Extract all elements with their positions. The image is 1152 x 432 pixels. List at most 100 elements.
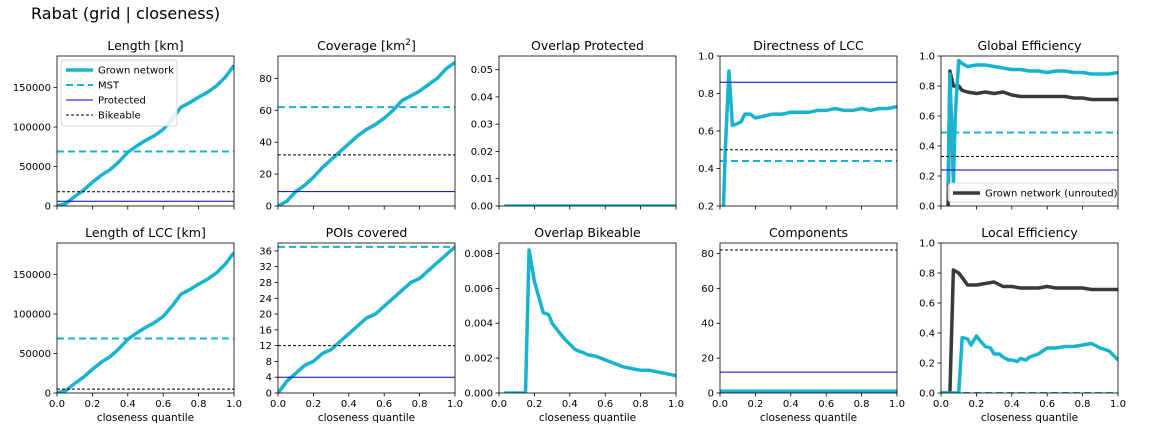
y-tick-label: 0 bbox=[266, 389, 272, 400]
panel-title: Length [km] bbox=[107, 38, 183, 53]
axes-frame bbox=[940, 242, 1119, 394]
y-tick-label: 16 bbox=[259, 325, 272, 336]
x-tick-label: 0.2 bbox=[84, 399, 100, 410]
y-tick-label: 0.0 bbox=[919, 389, 935, 400]
series-grown-line bbox=[721, 69, 897, 206]
y-tick-label: 0.2 bbox=[698, 202, 714, 213]
x-tick-label: 0.6 bbox=[818, 399, 834, 410]
x-tick-label: 0.6 bbox=[376, 399, 392, 410]
legend-label: Bikeable bbox=[98, 111, 141, 122]
chart-panel-5: Length of LCC [km] 0 50000 100000 150000 0.0 0… bbox=[13, 225, 242, 424]
y-tick-label: 0.02 bbox=[471, 147, 493, 158]
y-tick-label: 40 bbox=[259, 138, 272, 149]
series-grown-line bbox=[278, 245, 455, 393]
axes-frame bbox=[719, 242, 898, 394]
y-tick-label: 40 bbox=[701, 319, 714, 330]
chart-panel-6: POIs covered 0 4 8 12 16 20 24 28 32 36 0.0 0.2 0.4 0.… bbox=[259, 225, 463, 424]
y-tick-label: 24 bbox=[259, 294, 272, 305]
legend: Grown network MST Protected Bikeable bbox=[60, 59, 178, 127]
series-grown-line bbox=[941, 334, 1118, 393]
x-tick-label: 0.8 bbox=[854, 399, 870, 410]
chart-panel-3: Directness of LCC 0.2 0.4 0.6 0.8 1.0 bbox=[698, 38, 898, 213]
legend-label: Grown network (unrouted) bbox=[985, 189, 1118, 200]
y-tick-label: 150000 bbox=[13, 270, 51, 281]
y-tick-label: 0.6 bbox=[919, 112, 935, 123]
series-unrouted-line bbox=[946, 69, 1118, 206]
x-tick-label: 1.0 bbox=[447, 399, 463, 410]
x-tick-label: 0.2 bbox=[747, 399, 763, 410]
x-tick-label: 0.8 bbox=[191, 399, 207, 410]
axes-frame bbox=[277, 55, 456, 207]
legend-label: Protected bbox=[98, 96, 146, 107]
y-tick-label: 20 bbox=[701, 354, 714, 365]
y-tick-label: 0.0 bbox=[919, 202, 935, 213]
x-tick-label: 1.0 bbox=[668, 399, 684, 410]
y-tick-label: 0.05 bbox=[471, 65, 493, 76]
panel-title: Length of LCC [km] bbox=[85, 225, 206, 240]
y-tick-label: 0.002 bbox=[464, 354, 493, 365]
y-tick-label: 100000 bbox=[13, 310, 51, 321]
series-grown-line bbox=[278, 60, 455, 206]
series-grown-line bbox=[504, 248, 676, 393]
x-tick-label: 0.8 bbox=[633, 399, 649, 410]
axes-frame bbox=[56, 55, 235, 207]
y-tick-label: 0.004 bbox=[464, 319, 493, 330]
x-tick-label: 0.8 bbox=[1075, 399, 1091, 410]
x-tick-label: 0.0 bbox=[933, 399, 949, 410]
y-tick-label: 0.01 bbox=[471, 174, 493, 185]
y-tick-label: 20 bbox=[259, 170, 272, 181]
y-tick-label: 0 bbox=[266, 202, 272, 213]
y-tick-label: 20 bbox=[259, 310, 272, 321]
y-tick-label: 0.2 bbox=[919, 359, 935, 370]
x-tick-label: 1.0 bbox=[1110, 399, 1126, 410]
axes-frame bbox=[277, 242, 456, 394]
y-tick-label: 8 bbox=[266, 357, 272, 368]
x-axis-label: closeness quantile bbox=[981, 412, 1078, 424]
chart-panel-7: Overlap Bikeable0.0000.0020.0040.0060.00… bbox=[464, 225, 684, 424]
y-tick-label: 0.04 bbox=[471, 92, 493, 103]
x-tick-label: 0.4 bbox=[120, 399, 136, 410]
x-tick-label: 0.0 bbox=[49, 399, 65, 410]
y-tick-label: 150000 bbox=[13, 83, 51, 94]
y-tick-label: 0.4 bbox=[698, 164, 714, 175]
y-tick-label: 50000 bbox=[19, 162, 51, 173]
legend-box bbox=[60, 59, 178, 127]
x-tick-label: 0.2 bbox=[305, 399, 321, 410]
axes-frame bbox=[719, 55, 898, 207]
series-grown-line bbox=[57, 64, 234, 206]
x-axis-label: closeness quantile bbox=[97, 412, 194, 424]
x-tick-label: 0.4 bbox=[341, 399, 357, 410]
chart-panel-1: Coverage [km2] 0 20 40 60 80 bbox=[259, 38, 456, 213]
panel-title: Directness of LCC bbox=[753, 38, 864, 53]
axes-frame bbox=[56, 242, 235, 394]
y-tick-label: 0.4 bbox=[919, 142, 935, 153]
x-axis-label: closeness quantile bbox=[539, 412, 636, 424]
x-tick-label: 0.0 bbox=[491, 399, 507, 410]
y-tick-label: 0.4 bbox=[919, 329, 935, 340]
panel-title: POIs covered bbox=[326, 225, 408, 240]
x-tick-label: 0.6 bbox=[1039, 399, 1055, 410]
y-tick-label: 0.8 bbox=[919, 82, 935, 93]
chart-panel-9: Local Efficiency 0.0 0.2 0.4 0.6 0.8 1.0 0.0 0.2… bbox=[919, 225, 1126, 424]
panel-title: Overlap Protected bbox=[531, 38, 644, 53]
panel-title: Components bbox=[769, 225, 848, 240]
panels: Length [km] 0 50000 100000 150000 Grown netwo… bbox=[13, 38, 1126, 424]
y-tick-label: 0.6 bbox=[698, 127, 714, 138]
y-tick-label: 28 bbox=[259, 278, 272, 289]
x-tick-label: 0.6 bbox=[597, 399, 613, 410]
panel-title: Coverage [km2] bbox=[317, 38, 416, 53]
y-tick-label: 100000 bbox=[13, 123, 51, 134]
y-tick-label: 36 bbox=[259, 246, 272, 257]
y-tick-label: 0.6 bbox=[919, 299, 935, 310]
series-grown-line bbox=[946, 58, 1118, 186]
chart-panel-2: Overlap Protected 0.00 0.01 0.02 0.03 0.04 0.0… bbox=[471, 38, 677, 213]
y-tick-label: 50000 bbox=[19, 349, 51, 360]
y-tick-label: 0 bbox=[45, 202, 51, 213]
x-tick-label: 0.0 bbox=[270, 399, 286, 410]
y-tick-label: 4 bbox=[266, 373, 272, 384]
x-tick-label: 0.8 bbox=[412, 399, 428, 410]
legend-label: Grown network bbox=[98, 66, 174, 77]
y-tick-label: 0.00 bbox=[471, 202, 493, 213]
y-tick-label: 0.03 bbox=[471, 120, 493, 131]
